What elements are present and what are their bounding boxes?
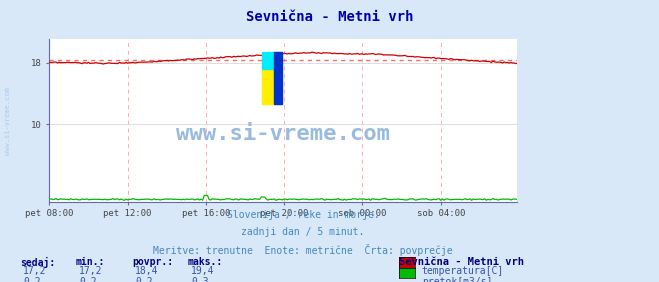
Text: min.:: min.: [76, 257, 105, 266]
Text: www.si-vreme.com: www.si-vreme.com [5, 87, 11, 155]
Text: 19,4: 19,4 [191, 266, 215, 276]
Text: povpr.:: povpr.: [132, 257, 173, 266]
Text: 17,2: 17,2 [79, 266, 103, 276]
Bar [262, 69, 274, 104]
Text: sedaj:: sedaj: [20, 257, 55, 268]
Text: 18,4: 18,4 [135, 266, 159, 276]
Text: www.si-vreme.com: www.si-vreme.com [177, 124, 390, 144]
Text: 0,2: 0,2 [79, 277, 97, 282]
Text: pretok[m3/s]: pretok[m3/s] [422, 277, 492, 282]
Text: zadnji dan / 5 minut.: zadnji dan / 5 minut. [241, 227, 365, 237]
Bar [274, 52, 283, 104]
Text: Sevnična - Metni vrh: Sevnična - Metni vrh [246, 10, 413, 24]
Bar [262, 52, 274, 69]
Text: 0,2: 0,2 [135, 277, 153, 282]
Text: maks.:: maks.: [188, 257, 223, 266]
Text: 0,2: 0,2 [23, 277, 41, 282]
Text: temperatura[C]: temperatura[C] [422, 266, 504, 276]
Text: Meritve: trenutne  Enote: metrične  Črta: povprečje: Meritve: trenutne Enote: metrične Črta: … [154, 244, 453, 256]
Text: 17,2: 17,2 [23, 266, 47, 276]
Text: Sevnična - Metni vrh: Sevnična - Metni vrh [399, 257, 524, 266]
Text: Slovenija / reke in morje.: Slovenija / reke in morje. [227, 210, 380, 220]
Text: 0,3: 0,3 [191, 277, 209, 282]
